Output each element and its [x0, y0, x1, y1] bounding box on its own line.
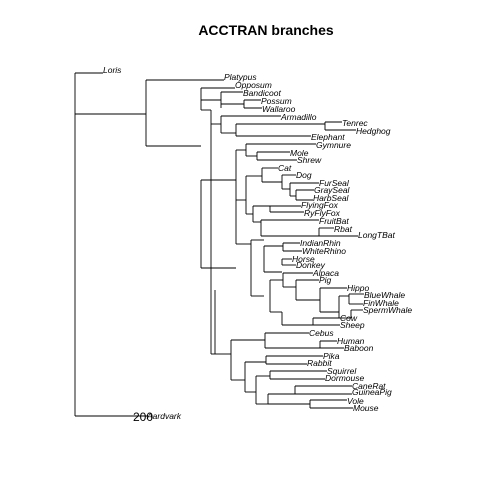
tip-label: LongTBat — [358, 230, 395, 240]
tip-label: Cebus — [309, 328, 334, 338]
tip-label: Gymnure — [316, 140, 351, 150]
tip-label: Baboon — [344, 343, 374, 353]
tip-label: SpermWhale — [363, 305, 412, 315]
tip-label: Rbat — [334, 224, 353, 234]
tip-label: Shrew — [297, 155, 322, 165]
tip-label: Pig — [319, 275, 332, 285]
tip-label: Sheep — [340, 320, 365, 330]
tip-label: Cat — [278, 163, 292, 173]
tip-label: Loris — [103, 65, 122, 75]
tip-label: Mouse — [353, 403, 379, 413]
tip-labels: LorisPlatypusOpposumBandicootPossumWalla… — [103, 65, 412, 421]
scale-bar-label: 200 — [133, 410, 153, 424]
tip-label: Armadillo — [280, 112, 317, 122]
figure-title: ACCTRAN branches — [198, 22, 334, 38]
scale-bar: 200 — [75, 410, 153, 424]
tip-label: Dog — [296, 170, 312, 180]
tip-label: Hedghog — [356, 126, 391, 136]
